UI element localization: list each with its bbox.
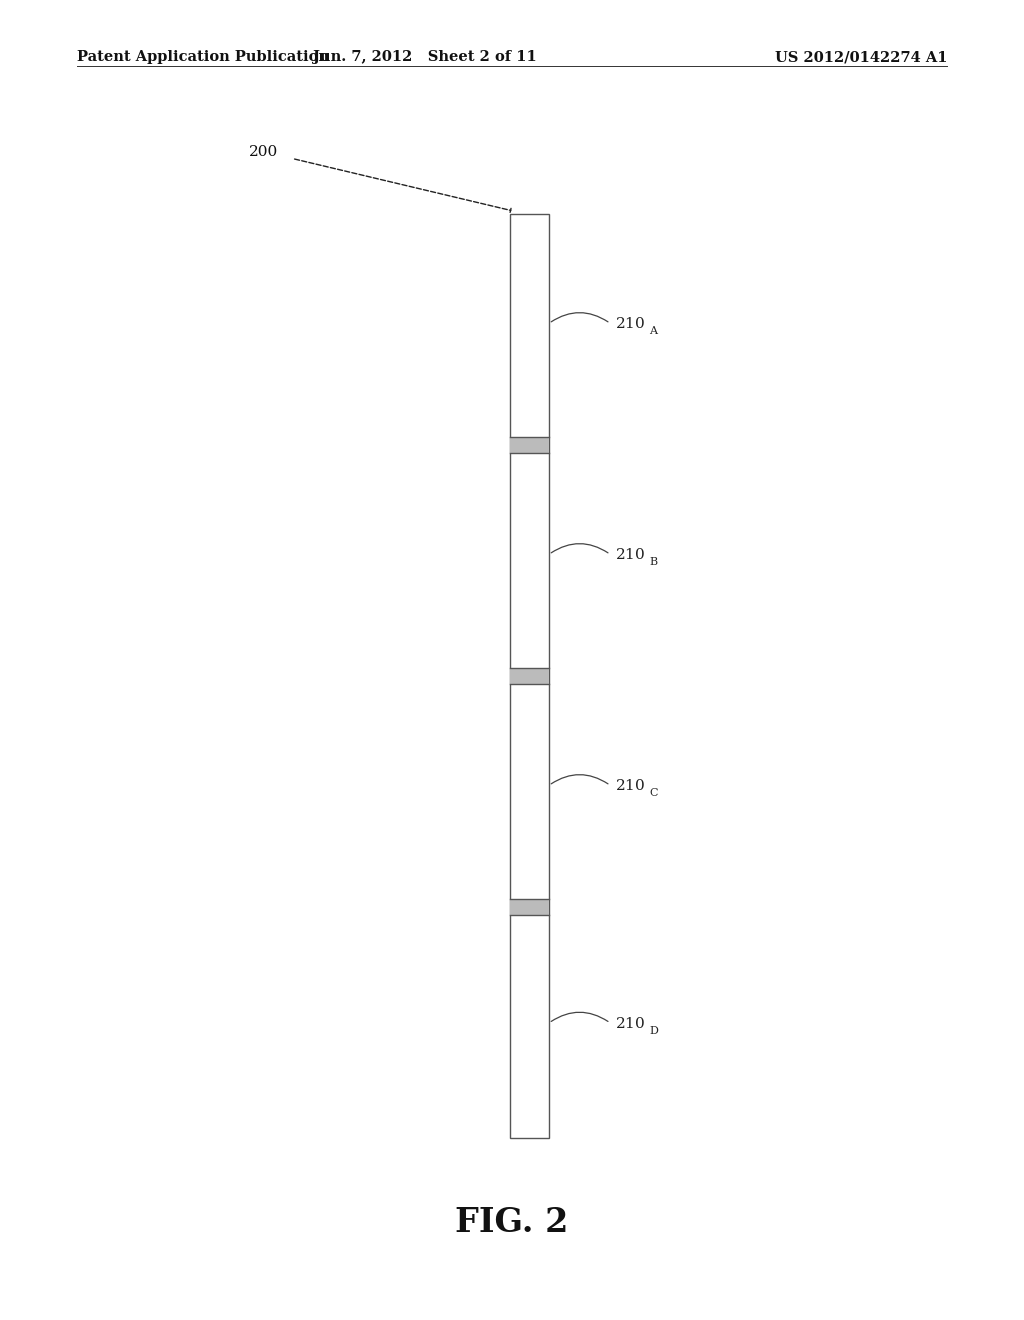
Bar xyxy=(510,668,549,684)
Text: FIG. 2: FIG. 2 xyxy=(456,1206,568,1238)
Bar xyxy=(510,899,549,915)
Text: Patent Application Publication: Patent Application Publication xyxy=(77,50,329,65)
Text: US 2012/0142274 A1: US 2012/0142274 A1 xyxy=(775,50,947,65)
Text: Jun. 7, 2012   Sheet 2 of 11: Jun. 7, 2012 Sheet 2 of 11 xyxy=(313,50,537,65)
Text: B: B xyxy=(649,557,657,568)
Text: $\mathregular{210}$: $\mathregular{210}$ xyxy=(615,1015,645,1031)
Bar xyxy=(510,437,549,453)
Text: A: A xyxy=(649,326,657,337)
Text: $\mathregular{210}$: $\mathregular{210}$ xyxy=(615,777,645,793)
Bar xyxy=(510,214,549,1138)
Text: $\mathregular{210}$: $\mathregular{210}$ xyxy=(615,315,645,331)
Text: C: C xyxy=(649,788,657,799)
Text: 200: 200 xyxy=(249,145,279,158)
Text: $\mathregular{210}$: $\mathregular{210}$ xyxy=(615,546,645,562)
Text: D: D xyxy=(649,1026,658,1036)
